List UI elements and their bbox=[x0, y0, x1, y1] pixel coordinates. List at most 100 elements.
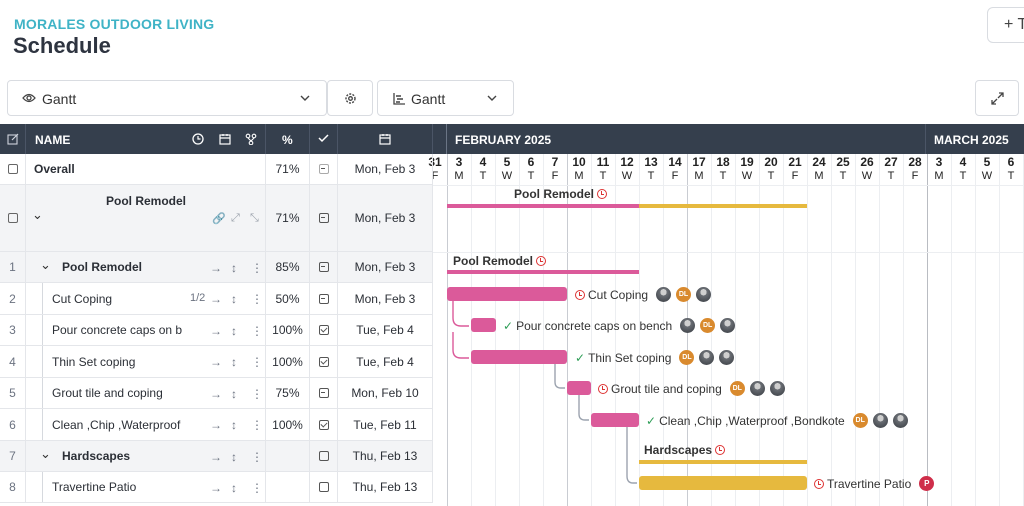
reorder-icon[interactable]: ↕ bbox=[231, 260, 237, 275]
row-select-checkbox[interactable] bbox=[7, 164, 18, 174]
start-date[interactable]: Tue, Feb 4 bbox=[338, 346, 433, 377]
partial-box-icon[interactable] bbox=[318, 262, 329, 272]
partial-box-icon[interactable] bbox=[318, 164, 329, 174]
reorder-icon[interactable]: ↕ bbox=[231, 418, 237, 432]
more-menu-icon[interactable]: ⋮ bbox=[251, 323, 263, 338]
task-label-thin-set[interactable]: ✓ Thin Set coping DL bbox=[575, 350, 735, 365]
start-date[interactable]: Mon, Feb 3 bbox=[338, 283, 433, 314]
task-name-cell[interactable]: Pool Remodel ⌄ → ↕ ⋮ bbox=[26, 252, 266, 282]
table-row[interactable]: 7 Hardscapes ⌄ → ↕ ⋮ Thu, Feb 13 bbox=[0, 441, 433, 472]
checked-box-icon[interactable] bbox=[318, 356, 329, 367]
start-date[interactable]: Thu, Feb 13 bbox=[338, 472, 433, 502]
settings-button[interactable] bbox=[327, 80, 373, 116]
assignee-avatar[interactable] bbox=[656, 287, 672, 302]
done-checkbox-cell[interactable] bbox=[310, 378, 338, 408]
more-menu-icon[interactable]: ⋮ bbox=[251, 449, 263, 464]
collapse-icon[interactable]: ⤡ bbox=[250, 212, 259, 224]
row-number[interactable]: 3 bbox=[0, 315, 26, 345]
done-checkbox-cell[interactable] bbox=[310, 283, 338, 314]
assignee-avatar[interactable] bbox=[769, 381, 785, 396]
assignee-avatar[interactable] bbox=[699, 350, 715, 365]
move-arrow-icon[interactable]: → bbox=[210, 480, 222, 495]
clock-icon[interactable] bbox=[192, 133, 204, 145]
task-label-grout[interactable]: Grout tile and coping DL bbox=[598, 381, 785, 396]
more-menu-icon[interactable]: ⋮ bbox=[251, 355, 263, 369]
view-select[interactable]: Gantt bbox=[7, 80, 327, 116]
row-number[interactable]: 7 bbox=[0, 441, 26, 471]
more-menu-icon[interactable]: ⋮ bbox=[251, 386, 263, 401]
done-checkbox-cell[interactable] bbox=[310, 315, 338, 345]
percent-complete[interactable]: 75% bbox=[266, 378, 310, 408]
more-menu-icon[interactable]: ⋮ bbox=[251, 260, 263, 275]
percent-complete[interactable]: 71% bbox=[266, 185, 310, 251]
group-summary-label[interactable]: Pool Remodel bbox=[453, 254, 547, 268]
reorder-icon[interactable]: ↕ bbox=[231, 323, 237, 338]
done-checkbox-cell[interactable] bbox=[310, 252, 338, 282]
checked-box-icon[interactable] bbox=[318, 325, 329, 335]
task-name-cell[interactable]: Overall bbox=[26, 154, 266, 184]
done-checkbox-cell[interactable] bbox=[310, 409, 338, 440]
move-arrow-icon[interactable]: → bbox=[210, 449, 222, 464]
move-arrow-icon[interactable]: → bbox=[210, 355, 222, 369]
task-bar-cut-coping[interactable] bbox=[447, 287, 567, 301]
hardscapes-summary-label[interactable]: Hardscapes bbox=[644, 443, 726, 457]
assignee-avatar-initials[interactable]: DL bbox=[679, 350, 695, 365]
percent-complete[interactable]: 50% bbox=[266, 283, 310, 314]
row-number[interactable]: 6 bbox=[0, 409, 26, 440]
task-name-cell[interactable]: Travertine Patio → ↕ ⋮ bbox=[26, 472, 266, 502]
edit-column[interactable] bbox=[0, 124, 26, 154]
done-checkbox-cell[interactable] bbox=[310, 154, 338, 184]
table-row[interactable]: 4 Thin Set coping → ↕ ⋮ 100% Tue, Feb 4 bbox=[0, 346, 433, 378]
assignee-avatar[interactable] bbox=[892, 413, 908, 428]
task-name-cell[interactable]: Cut Coping → ↕ ⋮ 1/2 bbox=[26, 283, 266, 314]
reorder-icon[interactable]: ↕ bbox=[231, 480, 237, 495]
row-number[interactable] bbox=[0, 154, 26, 184]
task-label-clean-chip[interactable]: ✓ Clean ,Chip ,Waterproof ,Bondkote DL bbox=[646, 413, 908, 428]
move-arrow-icon[interactable]: → bbox=[210, 260, 222, 275]
row-number[interactable]: 4 bbox=[0, 346, 26, 377]
done-checkbox-cell[interactable] bbox=[310, 441, 338, 471]
reorder-icon[interactable]: ↕ bbox=[231, 355, 237, 369]
task-name-cell[interactable]: Hardscapes ⌄ → ↕ ⋮ bbox=[26, 441, 266, 471]
row-number[interactable]: 8 bbox=[0, 472, 26, 502]
table-row[interactable]: Overall 71% Mon, Feb 3 bbox=[0, 154, 433, 185]
assignee-avatar-initials[interactable]: P bbox=[919, 476, 935, 491]
task-label-travertine[interactable]: Travertine Patio P bbox=[814, 476, 935, 491]
start-date[interactable]: Mon, Feb 3 bbox=[338, 252, 433, 282]
table-row[interactable]: 2 Cut Coping → ↕ ⋮ 1/2 50% Mon, Feb 3 bbox=[0, 283, 433, 315]
project-summary-label[interactable]: Pool Remodel bbox=[514, 187, 608, 201]
percent-complete[interactable]: 100% bbox=[266, 409, 310, 440]
percent-complete[interactable] bbox=[266, 441, 310, 471]
row-number[interactable]: 2 bbox=[0, 283, 26, 314]
start-date[interactable]: Mon, Feb 3 bbox=[338, 154, 433, 184]
start-date[interactable]: Thu, Feb 13 bbox=[338, 441, 433, 471]
start-date[interactable]: Tue, Feb 4 bbox=[338, 315, 433, 345]
move-arrow-icon[interactable]: → bbox=[210, 292, 222, 306]
task-name-cell[interactable]: Pool Remodel ⌄ 🔗 ⤢ ⤡ bbox=[26, 185, 266, 251]
assignee-avatar-initials[interactable]: DL bbox=[676, 287, 692, 302]
assignee-avatar-initials[interactable]: DL bbox=[700, 318, 716, 333]
expand-icon[interactable]: ⤢ bbox=[231, 212, 240, 224]
start-date[interactable]: Mon, Feb 3 bbox=[338, 185, 433, 251]
collapse-chevron-icon[interactable]: ⌄ bbox=[32, 207, 43, 222]
percent-complete[interactable]: 85% bbox=[266, 252, 310, 282]
percent-complete[interactable]: 100% bbox=[266, 315, 310, 345]
checked-box-icon[interactable] bbox=[318, 419, 329, 430]
start-date[interactable]: Mon, Feb 10 bbox=[338, 378, 433, 408]
empty-box-icon[interactable] bbox=[318, 482, 329, 492]
task-bar-pour-concrete[interactable] bbox=[471, 318, 496, 332]
task-label-pour-concrete[interactable]: ✓ Pour concrete caps on bench DL bbox=[503, 318, 736, 333]
move-arrow-icon[interactable]: → bbox=[210, 418, 222, 432]
collapse-chevron-icon[interactable]: ⌄ bbox=[40, 257, 51, 272]
task-label-cut-coping[interactable]: Cut Coping DL bbox=[575, 287, 712, 302]
task-name-cell[interactable]: Clean ,Chip ,Waterproof ,Bondkote → ↕ ⋮ bbox=[26, 409, 266, 440]
done-checkbox-cell[interactable] bbox=[310, 472, 338, 502]
row-number[interactable] bbox=[0, 185, 26, 251]
move-arrow-icon[interactable]: → bbox=[210, 386, 222, 401]
assignee-avatar[interactable] bbox=[719, 350, 735, 365]
assignee-avatar-initials[interactable]: DL bbox=[852, 413, 868, 428]
row-number[interactable]: 5 bbox=[0, 378, 26, 408]
table-row[interactable]: 6 Clean ,Chip ,Waterproof ,Bondkote → ↕ ⋮100… bbox=[0, 409, 433, 441]
link-icon[interactable]: 🔗 bbox=[212, 213, 226, 225]
task-bar-travertine[interactable] bbox=[639, 476, 807, 490]
